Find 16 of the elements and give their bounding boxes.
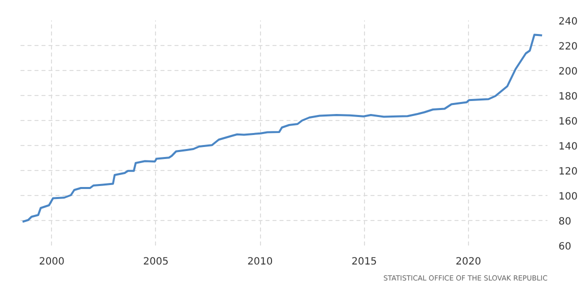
y-tick-label: 140 xyxy=(558,142,578,152)
y-tick-label: 200 xyxy=(558,66,578,78)
y-tick-label: 80 xyxy=(558,216,572,228)
x-tick-label: 2010 xyxy=(247,256,273,268)
x-tick-label: 2020 xyxy=(456,256,482,268)
y-tick-label: 240 xyxy=(558,16,578,28)
y-tick-label: 120 xyxy=(558,166,578,178)
y-tick-label: 100 xyxy=(558,192,578,202)
y-tick-label: 60 xyxy=(558,242,572,252)
x-tick-label: 2005 xyxy=(143,256,169,268)
x-tick-label: 2015 xyxy=(351,256,377,268)
x-tick-label: 2000 xyxy=(39,256,64,268)
y-tick-label: 220 xyxy=(558,42,578,52)
line-series xyxy=(22,34,544,223)
y-tick-label: 180 xyxy=(558,92,578,102)
y-tick-label: 160 xyxy=(558,116,578,128)
